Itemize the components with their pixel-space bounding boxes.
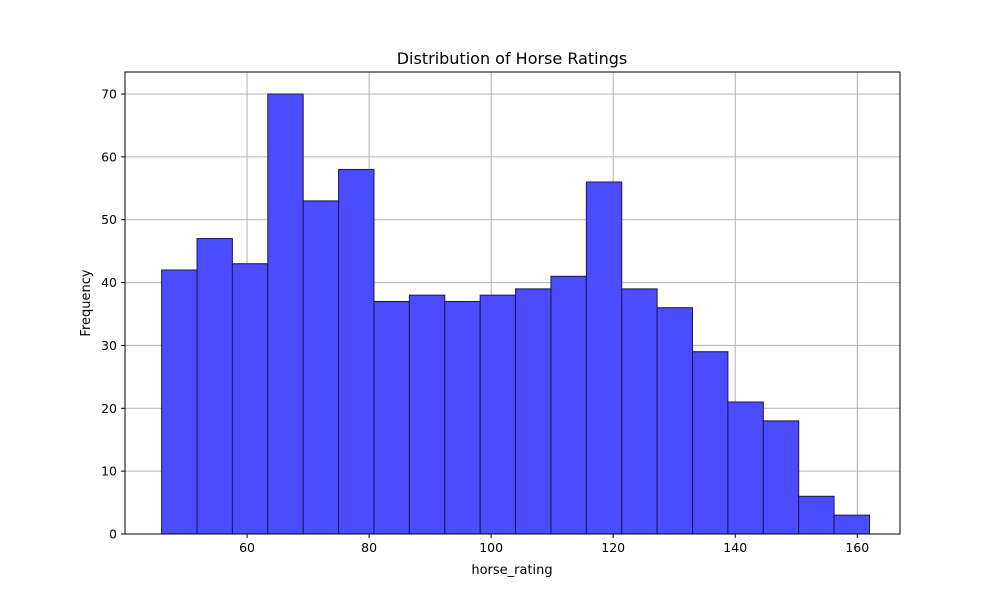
histogram-bar xyxy=(196,238,233,535)
histogram-bar xyxy=(762,420,800,535)
chart-title: Distribution of Horse Ratings xyxy=(397,49,628,68)
y-tick-label: 20 xyxy=(101,401,117,416)
y-tick-label: 70 xyxy=(101,87,117,102)
y-tick-label: 30 xyxy=(101,338,117,353)
y-tick-label: 0 xyxy=(109,527,117,542)
y-axis-ticks: 0 10 20 30 40 50 60 70 xyxy=(101,87,125,542)
x-tick-label: 120 xyxy=(601,540,625,555)
y-tick-label: 40 xyxy=(101,275,117,290)
x-tick-label: 80 xyxy=(361,540,377,555)
histogram-bar xyxy=(550,275,587,535)
x-axis-label: horse_rating xyxy=(471,563,552,578)
histogram-bar xyxy=(161,269,198,535)
plot-frame xyxy=(124,71,901,535)
x-tick-label: 60 xyxy=(239,540,255,555)
histogram-bar xyxy=(621,288,658,535)
histogram-bar xyxy=(302,200,340,535)
histogram-bars xyxy=(161,93,870,535)
histogram-bar xyxy=(338,168,375,535)
histogram-bar xyxy=(373,300,410,535)
histogram-bar xyxy=(656,307,694,535)
y-axis-label: Frequency xyxy=(79,269,94,336)
histogram-bar xyxy=(267,93,304,535)
histogram-bar xyxy=(692,351,729,535)
histogram-bar xyxy=(727,401,764,535)
histogram-bar xyxy=(515,288,552,535)
x-tick-label: 100 xyxy=(479,540,503,555)
histogram-bar xyxy=(833,514,870,535)
histogram-bar xyxy=(408,294,446,535)
y-tick-label: 60 xyxy=(101,149,117,164)
histogram-bar xyxy=(444,300,481,535)
histogram-bar xyxy=(231,263,269,535)
histogram-bar xyxy=(479,294,517,535)
y-tick-label: 50 xyxy=(101,212,117,227)
y-tick-label: 10 xyxy=(101,464,117,479)
x-tick-label: 160 xyxy=(845,540,869,555)
histogram-bar xyxy=(798,495,835,535)
histogram-bar xyxy=(585,181,623,535)
x-tick-label: 140 xyxy=(723,540,747,555)
x-axis-ticks: 60 80 100 120 140 160 xyxy=(239,534,869,555)
